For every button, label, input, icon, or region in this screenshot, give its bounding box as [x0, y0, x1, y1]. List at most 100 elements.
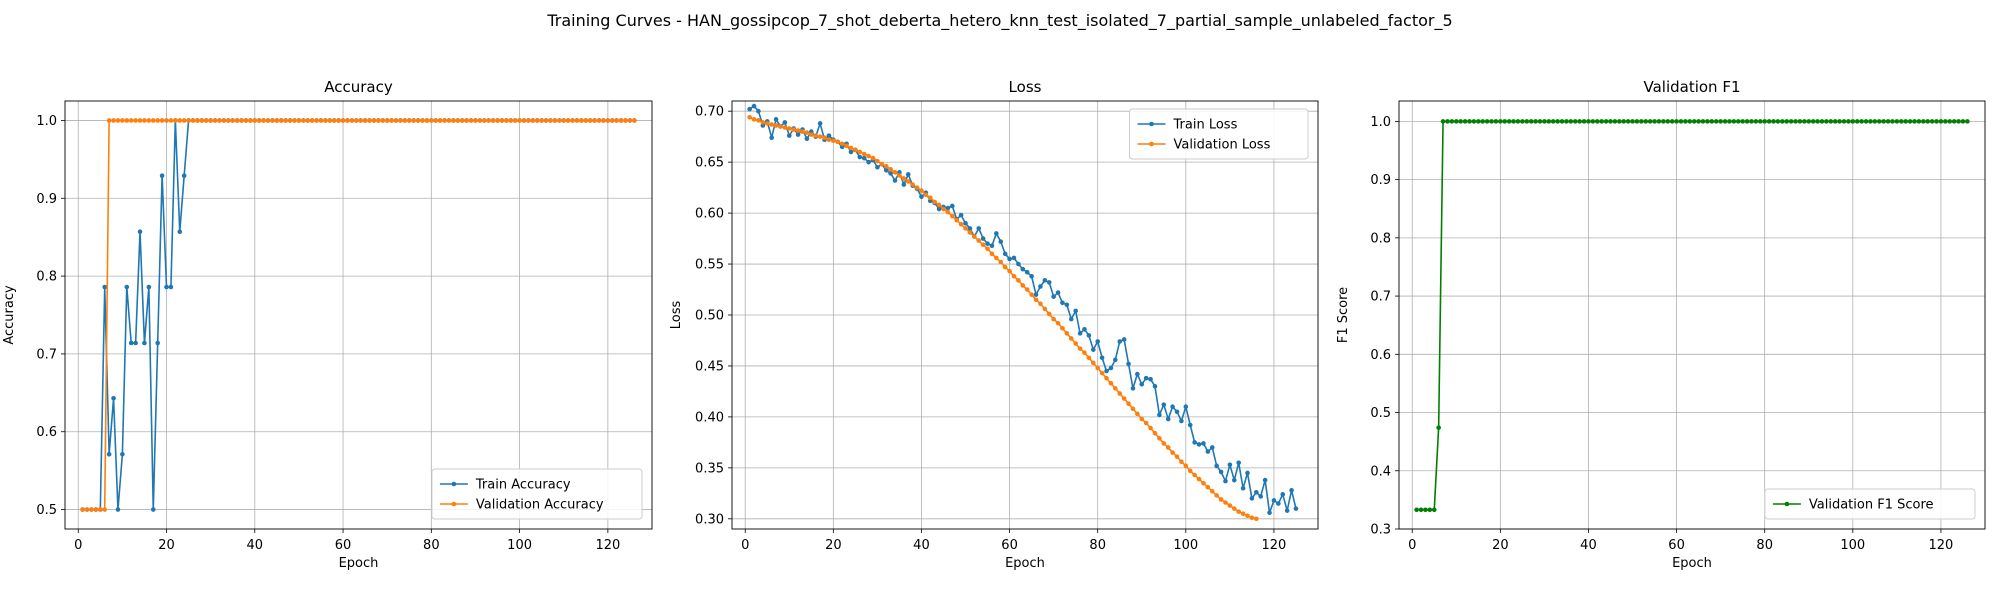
- y-tick-label: 0.55: [695, 258, 724, 273]
- series-1-point: [190, 118, 196, 123]
- y-axis-label: Accuracy: [2, 285, 17, 345]
- series-0-point: [1797, 119, 1803, 124]
- series-0-point: [1916, 119, 1922, 124]
- series-1-point: [914, 185, 920, 190]
- series-1-point: [84, 507, 90, 512]
- series-1-point: [1060, 325, 1065, 331]
- series-0-point: [1634, 119, 1640, 124]
- series-0-point: [1467, 119, 1472, 124]
- series-0-point: [1418, 507, 1424, 513]
- series-1-point: [627, 118, 633, 123]
- y-tick-label: 0.3: [1370, 523, 1391, 538]
- series-1-point: [1126, 401, 1131, 406]
- series-0-point: [747, 106, 752, 112]
- series-0-point: [159, 173, 165, 179]
- series-0-point: [1705, 119, 1710, 124]
- series-0-point: [164, 284, 169, 290]
- series-0-point: [1051, 294, 1056, 299]
- series-0-point: [950, 203, 955, 209]
- series-0-point: [1095, 339, 1100, 344]
- series-1-point: [1033, 297, 1039, 303]
- series-1-point: [128, 118, 134, 123]
- figure-suptitle: Training Curves - HAN_gossipcop_7_shot_d…: [546, 11, 1452, 31]
- series-1-point: [888, 166, 893, 172]
- series-1-point: [1214, 493, 1219, 498]
- series-1-point: [173, 118, 178, 123]
- series-0-point: [1700, 119, 1706, 124]
- series-1-point: [954, 217, 960, 223]
- x-tick-label: 0: [74, 538, 82, 553]
- chart-title: Accuracy: [324, 78, 393, 96]
- series-0-point: [1837, 119, 1842, 124]
- series-1-point: [919, 188, 924, 193]
- series-0-point: [1802, 119, 1807, 124]
- x-tick-label: 40: [247, 538, 264, 553]
- series-0-point: [782, 120, 788, 125]
- series-0-point: [1489, 119, 1494, 124]
- series-0-point: [1885, 119, 1891, 124]
- series-0-point: [1819, 119, 1825, 124]
- series-1-point: [159, 118, 165, 123]
- series-1-point: [146, 118, 152, 123]
- series-0-point: [786, 133, 792, 138]
- series-1-point: [994, 255, 999, 261]
- series-0-point: [1157, 412, 1162, 418]
- series-1-point: [1240, 511, 1246, 517]
- legend-box: [1129, 108, 1309, 160]
- legend-swatch-marker: [451, 501, 457, 507]
- series-0-point: [1480, 119, 1486, 124]
- series-0-point: [1515, 119, 1521, 124]
- series-0-point: [1245, 470, 1250, 476]
- series-0-point: [958, 212, 964, 218]
- series-1-point: [985, 246, 990, 252]
- series-1-point: [181, 118, 187, 123]
- series-1-point: [848, 145, 854, 151]
- series-0-point: [1148, 376, 1153, 382]
- series-0-point: [1599, 119, 1604, 124]
- series-1-point: [1108, 380, 1114, 386]
- series-1-point: [1165, 445, 1171, 450]
- y-tick-label: 0.65: [695, 156, 724, 171]
- series-1-point: [1064, 331, 1070, 336]
- series-1-point: [773, 123, 779, 128]
- series-1-point: [212, 118, 218, 123]
- series-1-point: [274, 118, 280, 123]
- series-0-point: [1881, 119, 1886, 124]
- series-0-point: [1038, 284, 1043, 289]
- series-0-point: [1020, 266, 1026, 272]
- series-1-point: [137, 118, 143, 123]
- series-1-point: [133, 118, 138, 123]
- series-0-point: [1630, 119, 1635, 124]
- series-1-point: [455, 118, 461, 123]
- series-1-point: [958, 222, 964, 227]
- x-tick-label: 80: [423, 538, 440, 553]
- series-0-point: [1280, 492, 1286, 497]
- series-0-point: [1060, 300, 1065, 306]
- chart-panel-2: 0 20 40 60 80 100 120 0.3 0.4 0.5 0.6 0.7 0.8 0.9 1.0 V…: [1336, 78, 1986, 571]
- series-1-point: [195, 118, 200, 123]
- legend-swatch-marker: [1784, 501, 1790, 507]
- series-1-point: [340, 118, 346, 123]
- series-1-point: [1051, 316, 1056, 322]
- series-0-point: [128, 340, 134, 346]
- series-1-point: [800, 129, 805, 134]
- y-tick-label: 0.6: [1370, 348, 1391, 363]
- series-1-point: [760, 120, 766, 125]
- series-0-point: [1863, 119, 1869, 124]
- series-0-point: [1841, 119, 1847, 124]
- series-0-point: [1898, 119, 1904, 124]
- series-1-point: [875, 158, 880, 164]
- series-1-point: [1068, 336, 1074, 341]
- series-0-point: [124, 284, 130, 290]
- series-0-point: [1586, 119, 1591, 124]
- series-1-point: [1187, 468, 1193, 474]
- series-1-point: [557, 118, 562, 123]
- series-1-point: [1086, 355, 1092, 361]
- series-0-point: [1921, 119, 1926, 124]
- series-1-point: [813, 133, 819, 138]
- series-0-point: [1201, 441, 1206, 446]
- series-1-point: [124, 118, 130, 123]
- series-1-point: [353, 118, 359, 123]
- series-1-point: [1020, 283, 1026, 288]
- y-tick-label: 0.5: [36, 503, 57, 518]
